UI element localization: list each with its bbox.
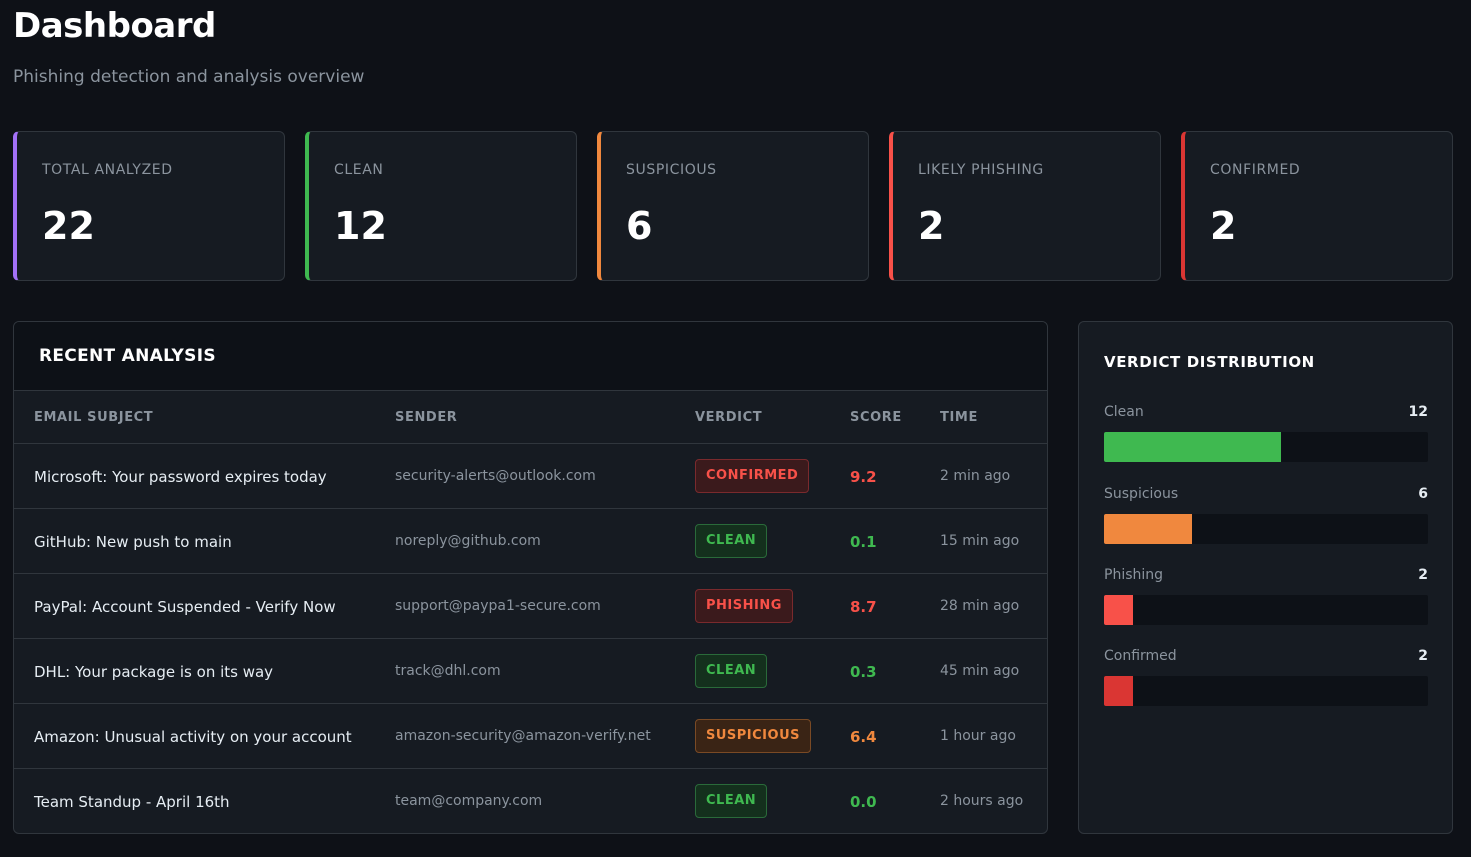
distribution-item-clean: Clean 12	[1104, 404, 1428, 466]
stat-card-suspicious: SUSPICIOUS 6	[597, 131, 869, 281]
stat-value: 6	[626, 204, 653, 248]
table-row[interactable]: Team Standup - April 16th team@company.co…	[14, 769, 1047, 833]
verdict-distribution-panel: VERDICT DISTRIBUTION Clean 12 Suspicious 6 P…	[1078, 321, 1453, 834]
distribution-bar-track	[1104, 514, 1428, 544]
column-header-subject: EMAIL SUBJECT	[34, 410, 154, 425]
distribution-item-phishing: Phishing 2	[1104, 567, 1428, 629]
risk-score: 0.0	[850, 793, 877, 811]
distribution-bar-track	[1104, 595, 1428, 625]
stat-card-total: TOTAL ANALYZED 22	[13, 131, 285, 281]
stat-card-likely-phishing: LIKELY PHISHING 2	[889, 131, 1161, 281]
stat-label: CONFIRMED	[1210, 162, 1301, 178]
analysis-time: 1 hour ago	[940, 728, 1016, 744]
analysis-time: 15 min ago	[940, 533, 1020, 549]
distribution-bar-fill	[1104, 514, 1193, 544]
email-subject: Team Standup - April 16th	[34, 793, 230, 811]
distribution-bar-fill	[1104, 676, 1134, 706]
distribution-item-confirmed: Confirmed 2	[1104, 648, 1428, 710]
risk-score: 6.4	[850, 728, 877, 746]
column-header-score: SCORE	[850, 410, 902, 425]
table-row[interactable]: GitHub: New push to main noreply@github.c…	[14, 509, 1047, 574]
verdict-distribution-title: VERDICT DISTRIBUTION	[1104, 353, 1315, 371]
table-row[interactable]: Microsoft: Your password expires today se…	[14, 444, 1047, 509]
verdict-badge: PHISHING	[695, 589, 793, 623]
email-subject: Microsoft: Your password expires today	[34, 468, 327, 486]
email-sender: support@paypa1-secure.com	[395, 598, 601, 614]
distribution-label: Phishing	[1104, 567, 1164, 583]
verdict-badge: CLEAN	[695, 524, 768, 558]
stat-label: LIKELY PHISHING	[918, 162, 1044, 178]
analysis-time: 45 min ago	[940, 663, 1020, 679]
distribution-bar-track	[1104, 676, 1428, 706]
stat-value: 2	[1210, 204, 1237, 248]
distribution-count: 6	[1418, 486, 1428, 502]
distribution-label: Confirmed	[1104, 648, 1177, 664]
verdict-badge: SUSPICIOUS	[695, 719, 811, 753]
column-header-time: TIME	[940, 410, 978, 425]
risk-score: 8.7	[850, 598, 877, 616]
stat-cards: TOTAL ANALYZED 22 CLEAN 12 SUSPICIOUS 6 …	[13, 131, 1453, 281]
column-header-sender: SENDER	[395, 410, 458, 425]
email-subject: Amazon: Unusual activity on your account	[34, 728, 352, 746]
recent-analysis-title: RECENT ANALYSIS	[14, 322, 1047, 391]
page-title: Dashboard	[13, 6, 216, 46]
table-row[interactable]: Amazon: Unusual activity on your account…	[14, 704, 1047, 769]
email-subject: GitHub: New push to main	[34, 533, 232, 551]
stat-label: SUSPICIOUS	[626, 162, 717, 178]
recent-analysis-panel: RECENT ANALYSIS EMAIL SUBJECT SENDER VER…	[13, 321, 1048, 834]
email-sender: amazon-security@amazon-verify.net	[395, 728, 651, 744]
distribution-count: 12	[1408, 404, 1428, 420]
distribution-item-suspicious: Suspicious 6	[1104, 486, 1428, 548]
email-sender: team@company.com	[395, 793, 543, 809]
stat-card-clean: CLEAN 12	[305, 131, 577, 281]
analysis-time: 2 hours ago	[940, 793, 1024, 809]
table-header: EMAIL SUBJECT SENDER VERDICT SCORE TIME	[14, 391, 1047, 444]
stat-value: 12	[334, 204, 387, 248]
stat-card-confirmed: CONFIRMED 2	[1181, 131, 1453, 281]
risk-score: 9.2	[850, 468, 877, 486]
distribution-bar-track	[1104, 432, 1428, 462]
distribution-label: Suspicious	[1104, 486, 1179, 502]
distribution-label: Clean	[1104, 404, 1144, 420]
risk-score: 0.1	[850, 533, 877, 551]
email-subject: DHL: Your package is on its way	[34, 663, 274, 681]
distribution-count: 2	[1418, 567, 1428, 583]
stat-value: 22	[42, 204, 95, 248]
verdict-badge: CLEAN	[695, 654, 768, 688]
analysis-time: 28 min ago	[940, 598, 1020, 614]
email-sender: noreply@github.com	[395, 533, 541, 549]
verdict-badge: CLEAN	[695, 784, 768, 818]
column-header-verdict: VERDICT	[695, 410, 763, 425]
email-sender: security-alerts@outlook.com	[395, 468, 596, 484]
analysis-time: 2 min ago	[940, 468, 1011, 484]
stat-label: TOTAL ANALYZED	[42, 162, 173, 178]
distribution-bar-fill	[1104, 595, 1134, 625]
email-sender: track@dhl.com	[395, 663, 501, 679]
verdict-badge: CONFIRMED	[695, 459, 810, 493]
table-row[interactable]: PayPal: Account Suspended - Verify Now su…	[14, 574, 1047, 639]
page-subtitle: Phishing detection and analysis overview	[13, 67, 365, 87]
email-subject: PayPal: Account Suspended - Verify Now	[34, 598, 336, 616]
table-body: Microsoft: Your password expires today se…	[14, 444, 1047, 833]
distribution-count: 2	[1418, 648, 1428, 664]
stat-value: 2	[918, 204, 945, 248]
risk-score: 0.3	[850, 663, 877, 681]
table-row[interactable]: DHL: Your package is on its way track@dhl…	[14, 639, 1047, 704]
stat-label: CLEAN	[334, 162, 384, 178]
distribution-bar-fill	[1104, 432, 1281, 462]
